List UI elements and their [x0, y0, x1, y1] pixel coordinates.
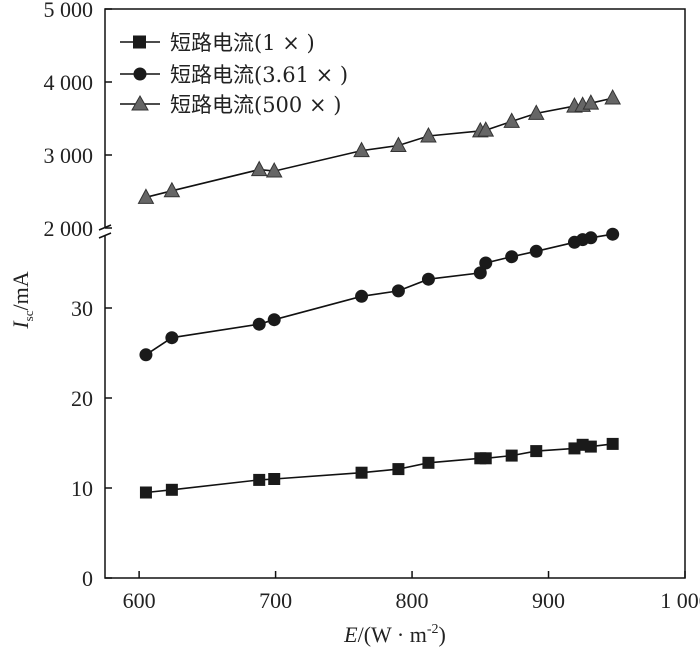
x-tick-label: 1 000: [660, 588, 700, 613]
data-point-circle: [355, 289, 369, 303]
data-point-square: [479, 452, 492, 465]
data-point-triangle: [265, 162, 283, 178]
data-point-triangle: [163, 181, 181, 198]
data-point-square: [268, 473, 281, 485]
data-point-triangle: [137, 188, 155, 204]
data-point-circle: [139, 348, 153, 362]
x-tick-label: 700: [259, 588, 292, 613]
legend-marker-triangle: [131, 94, 149, 111]
y-tick-label-lower: 10: [71, 476, 93, 501]
legend: 短路电流(1 × ) 短路电流(3.61 × ) 短路电流(500 × ): [120, 31, 348, 117]
x-axis-title-unit: /(W · m: [358, 622, 427, 647]
y-axis-title-subscript: sc: [21, 310, 36, 321]
data-point-triangle: [353, 141, 370, 158]
data-point-square: [355, 466, 368, 479]
legend-marker-square: [133, 35, 146, 49]
data-point-triangle: [390, 136, 407, 153]
y-axis-title-symbol: I: [8, 320, 33, 330]
y-tick-label-lower: 30: [71, 296, 93, 321]
y-tick-label-upper: 4 000: [44, 70, 94, 95]
x-tick-label: 600: [123, 588, 156, 613]
data-point-circle: [529, 244, 543, 258]
y-tick-label-lower: 0: [82, 566, 93, 591]
legend-label-500x: 短路电流(500 × ): [170, 93, 341, 117]
y-tick-label-upper: 2 000: [44, 216, 94, 241]
data-point-square: [139, 486, 152, 499]
series-lines: [145, 97, 613, 494]
legend-item-3-61x: 短路电流(3.61 × ): [120, 63, 348, 87]
plot-frame: [104, 8, 686, 579]
data-point-circle: [584, 231, 598, 245]
data-point-triangle: [477, 121, 495, 137]
data-point-square: [530, 445, 543, 458]
data-point-triangle: [582, 94, 600, 110]
legend-label-3-61x: 短路电流(3.61 × ): [170, 63, 348, 87]
data-point-triangle: [250, 160, 268, 177]
data-point-circle: [267, 313, 281, 327]
data-point-triangle: [527, 104, 545, 120]
y-axis-title-unit: /mA: [8, 271, 33, 310]
x-axis-title-symbol: E: [343, 622, 358, 647]
x-axis-title-exponent: -2: [427, 622, 439, 637]
y-tick-label-upper: 5 000: [44, 0, 94, 22]
y-tick-label-upper: 3 000: [44, 143, 94, 168]
data-point-circle: [421, 272, 435, 286]
axis-break-gap: [98, 228, 112, 236]
x-tick-label: 800: [396, 588, 429, 613]
series-markers: [137, 89, 622, 499]
data-point-triangle: [420, 126, 437, 143]
x-axis-title-close: ): [439, 622, 446, 647]
legend-item-1x: 短路电流(1 × ): [120, 31, 315, 55]
data-point-circle: [391, 284, 405, 298]
data-point-circle: [505, 250, 519, 264]
y-tick-label-lower: 20: [71, 386, 93, 411]
legend-item-500x: 短路电流(500 × ): [120, 93, 341, 117]
data-point-square: [584, 440, 597, 453]
data-point-circle: [252, 317, 266, 331]
data-point-square: [165, 483, 178, 496]
data-point-square: [505, 449, 518, 462]
y-axis-title: Isc/mA: [8, 271, 36, 329]
x-tick-label: 900: [532, 588, 565, 613]
tick-layer: 600 700 800 900 1 000 0 10 20 30 2 000 3 000 4 000 5…: [44, 0, 700, 613]
legend-marker-circle: [133, 67, 147, 81]
x-axis-title: E/(W · m-2): [343, 622, 446, 647]
data-point-circle: [606, 227, 620, 241]
data-point-circle: [479, 256, 493, 270]
data-point-triangle: [604, 89, 622, 105]
axis-break-mark-lower: [98, 232, 112, 239]
series-line-circle: [145, 233, 613, 356]
data-point-circle: [473, 266, 487, 280]
data-point-circle: [165, 331, 179, 345]
data-point-square: [606, 437, 619, 450]
data-point-square: [253, 473, 266, 486]
legend-label-1x: 短路电流(1 × ): [170, 31, 315, 55]
data-point-triangle: [503, 112, 521, 128]
series-line-square: [145, 443, 613, 494]
data-point-square: [422, 456, 435, 469]
data-point-square: [392, 463, 405, 476]
